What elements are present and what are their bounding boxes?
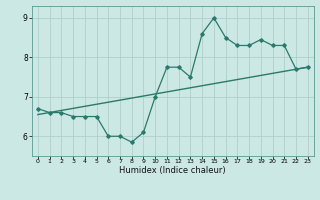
X-axis label: Humidex (Indice chaleur): Humidex (Indice chaleur) — [119, 166, 226, 175]
